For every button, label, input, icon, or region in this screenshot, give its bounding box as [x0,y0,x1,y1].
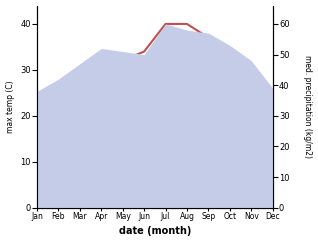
Y-axis label: med. precipitation (kg/m2): med. precipitation (kg/m2) [303,55,313,158]
Y-axis label: max temp (C): max temp (C) [5,80,15,133]
X-axis label: date (month): date (month) [119,227,191,236]
